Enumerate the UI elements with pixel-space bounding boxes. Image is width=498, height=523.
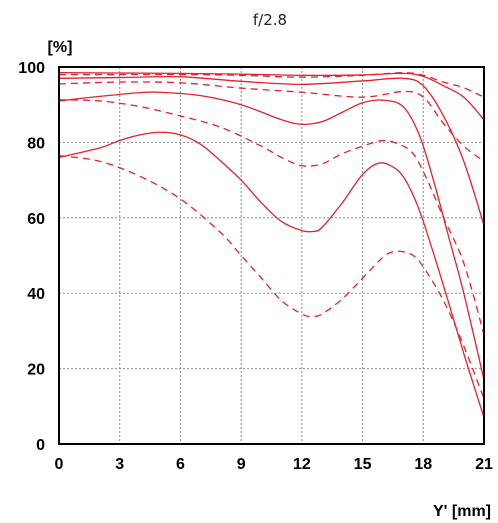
x-tick-label: 9 — [237, 456, 246, 473]
y-tick-label: 100 — [18, 60, 45, 77]
x-tick-label: 12 — [293, 456, 311, 473]
series-line-3-solid — [58, 75, 485, 226]
y-tick-label: 0 — [36, 437, 45, 454]
series-line-4-dashed — [58, 81, 485, 162]
x-tick-label: 6 — [176, 456, 185, 473]
series-line-1-solid — [58, 72, 485, 121]
series-line-5-solid — [58, 91, 485, 381]
y-tick-label: 20 — [27, 362, 45, 379]
series-line-2-dashed — [59, 72, 485, 98]
chart-title: f/2.8 — [253, 11, 287, 29]
tick-labels: 0 3 6 9 12 15 18 21 0 20 40 60 80 100 — [18, 60, 493, 473]
grid — [59, 67, 484, 444]
x-tick-label: 18 — [414, 456, 432, 473]
x-tick-label: 0 — [55, 456, 64, 473]
x-tick-label: 15 — [354, 456, 372, 473]
series-line-8-dashed — [58, 154, 485, 399]
series-lines — [58, 72, 485, 418]
x-tick-label: 3 — [115, 456, 124, 473]
x-axis-label: Y' [mm] — [433, 503, 491, 520]
x-tick-label: 21 — [475, 456, 493, 473]
plot-frame — [58, 66, 485, 445]
y-tick-label: 80 — [27, 135, 45, 152]
series-line-6-dashed — [58, 99, 485, 335]
y-tick-label: 40 — [27, 286, 45, 303]
series-line-7-solid — [58, 131, 485, 418]
y-axis-label: [%] — [48, 39, 73, 56]
y-tick-label: 60 — [27, 211, 45, 228]
